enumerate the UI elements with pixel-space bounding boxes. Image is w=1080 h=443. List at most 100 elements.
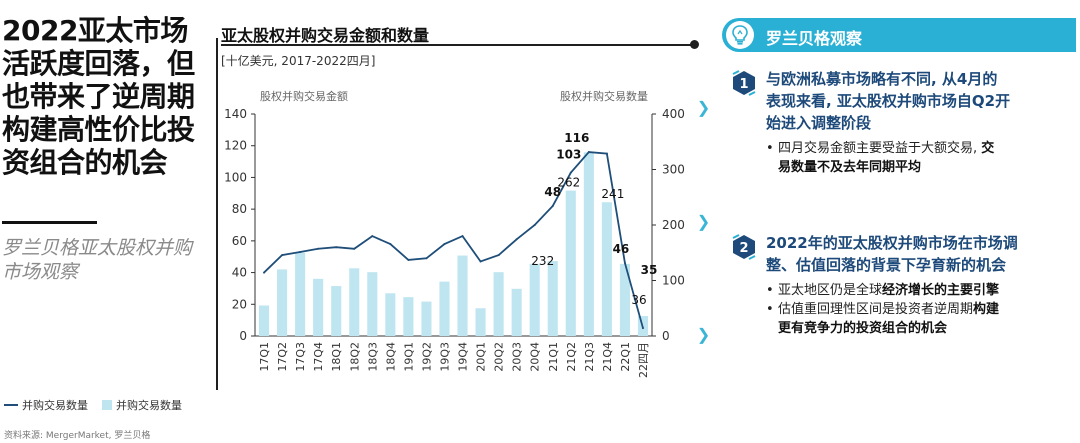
insight-2-bullets: • 亚太地区仍是全球经济增长的主要引擎 • 估值重回理性区间是投资者逆周期构建 更有… bbox=[766, 281, 1076, 338]
line-point-deal-value bbox=[497, 254, 500, 257]
x-axis-tick-label: 21Q4 bbox=[601, 342, 614, 372]
number-2-icon: 2 bbox=[732, 234, 756, 260]
line-point-deal-value bbox=[263, 271, 266, 274]
number-2-label: 2 bbox=[739, 241, 748, 256]
x-axis-tick-label: 17Q3 bbox=[294, 342, 307, 372]
bar-deal-count bbox=[511, 288, 522, 336]
right-axis-tick-label: 200 bbox=[662, 218, 685, 232]
x-axis-tick-label: 18Q3 bbox=[366, 342, 379, 372]
x-axis-tick-label: 17Q4 bbox=[312, 342, 325, 372]
number-1-icon: 1 bbox=[732, 70, 756, 96]
line-point-deal-value bbox=[407, 258, 410, 261]
legend-bar-swatch bbox=[102, 400, 112, 410]
line-point-deal-value bbox=[299, 250, 302, 253]
line-point-deal-value bbox=[479, 260, 482, 263]
line-point-deal-value bbox=[587, 151, 590, 154]
right-axis-tick-label: 100 bbox=[662, 274, 685, 288]
insight-header: 罗兰贝格观察 bbox=[722, 18, 1076, 52]
chart-title-rule bbox=[221, 44, 693, 46]
bar-deal-count bbox=[529, 263, 540, 336]
title-underline bbox=[2, 221, 97, 224]
line-point-deal-value bbox=[605, 152, 608, 155]
source-note: 资料来源: MergerMarket, 罗兰贝格 bbox=[4, 431, 151, 441]
line-point-deal-value bbox=[425, 257, 428, 260]
left-axis-tick-label: 80 bbox=[232, 202, 247, 216]
bar-deal-count bbox=[475, 308, 486, 336]
bar-deal-count bbox=[619, 263, 630, 336]
bar-deal-count bbox=[421, 301, 432, 336]
x-axis-tick-label: 21Q1 bbox=[547, 342, 560, 372]
bar-deal-count bbox=[403, 297, 414, 336]
chevron-right-icon: ❯ bbox=[697, 323, 711, 348]
x-axis-tick-label: 17Q2 bbox=[276, 342, 289, 372]
data-label: 241 bbox=[601, 187, 624, 201]
data-label: 46 bbox=[613, 242, 630, 256]
line-point-deal-value bbox=[335, 246, 338, 249]
bar-deal-count bbox=[601, 202, 612, 336]
left-axis-title: 股权并购交易金额 bbox=[260, 89, 348, 103]
data-label: 35 bbox=[641, 263, 658, 277]
x-axis-tick-label: 19Q4 bbox=[457, 342, 470, 372]
x-axis-tick-label: 20Q4 bbox=[529, 342, 542, 372]
bar-deal-count bbox=[547, 261, 558, 336]
bar-deal-count bbox=[295, 252, 306, 336]
right-axis-tick-label: 300 bbox=[662, 163, 685, 177]
bar-deal-count bbox=[258, 305, 270, 336]
line-point-deal-value bbox=[641, 327, 644, 330]
bar-deal-count bbox=[439, 281, 450, 336]
right-axis-title: 股权并购交易数量 bbox=[560, 89, 648, 103]
bar-deal-count bbox=[277, 269, 288, 336]
chart-unit: [十亿美元, 2017-2022四月] bbox=[221, 54, 376, 68]
x-axis-tick-label: 20Q2 bbox=[493, 342, 506, 372]
left-axis-tick-label: 100 bbox=[224, 170, 247, 184]
x-axis-tick-label: 20Q1 bbox=[475, 342, 488, 372]
x-axis-tick-label: 19Q2 bbox=[420, 342, 433, 372]
x-axis-tick-label: 17Q1 bbox=[258, 342, 271, 372]
chart-title: 亚太股权并购交易金额和数量 bbox=[221, 26, 430, 45]
x-axis-tick-label: 18Q1 bbox=[330, 342, 343, 372]
data-label: 232 bbox=[531, 254, 554, 268]
insight-1-heading: 与欧洲私募市场略有不同, 从4月的 表现来看, 亚太股权并购市场自Q2开 始进入… bbox=[766, 68, 1010, 134]
insight-1-heading-line: 表现来看, 亚太股权并购市场自Q2开 bbox=[766, 92, 1011, 110]
bar-deal-count bbox=[583, 152, 594, 336]
left-axis-tick-label: 20 bbox=[232, 297, 247, 311]
line-point-deal-value bbox=[551, 204, 554, 207]
bar-deal-count bbox=[331, 286, 342, 336]
x-axis-tick-label: 19Q3 bbox=[438, 342, 451, 372]
line-point-deal-value bbox=[533, 224, 536, 226]
line-point-deal-value bbox=[623, 262, 626, 265]
insight-1-bullet: • 四月交易金额主要受益于大额交易, 交 易数量不及去年同期平均 bbox=[766, 141, 995, 175]
line-point-deal-value bbox=[371, 235, 374, 238]
bar-deal-count bbox=[349, 268, 360, 336]
left-axis-tick-label: 60 bbox=[232, 234, 247, 248]
chart-legend: 并购交易数量 并购交易数量 bbox=[4, 397, 182, 413]
page-title: 2022亚太市场活跃度回落，但也带来了逆周期构建高性价比投资组合的机会 bbox=[2, 14, 195, 179]
line-point-deal-value bbox=[281, 254, 284, 257]
right-axis-tick-label: 400 bbox=[662, 107, 685, 121]
page-subtitle: 罗兰贝格亚太股权并购市场观察 bbox=[2, 237, 193, 283]
insight-2-heading-line: 整、估值回落的背景下孕育新的机会 bbox=[766, 256, 1007, 274]
x-axis-tick-label: 20Q3 bbox=[511, 342, 524, 372]
combo-chart: 0 20 40 60 80 100 120 140 0 100 200 300 400 股权并购交易金额 股… bbox=[224, 89, 685, 378]
legend-line-swatch bbox=[4, 404, 18, 406]
data-label: 36 bbox=[631, 293, 646, 307]
line-point-deal-value bbox=[389, 243, 392, 246]
x-axis-tick-label: 21Q3 bbox=[583, 342, 596, 372]
bar-deal-count bbox=[367, 272, 378, 336]
chevron-right-icon: ❯ bbox=[697, 96, 711, 121]
lightbulb-icon bbox=[726, 21, 754, 49]
line-point-deal-value bbox=[461, 235, 464, 238]
bar-deal-count bbox=[457, 255, 468, 336]
line-point-deal-value bbox=[443, 243, 446, 246]
data-label: 262 bbox=[557, 176, 580, 190]
chart-title-dot bbox=[690, 40, 699, 49]
data-label: 103 bbox=[556, 148, 581, 162]
data-label: 48 bbox=[544, 185, 561, 199]
bar-deal-count bbox=[493, 272, 504, 336]
x-axis-tick-label: 19Q1 bbox=[402, 342, 415, 372]
data-label: 116 bbox=[564, 131, 589, 145]
left-axis-tick-label: 0 bbox=[239, 329, 247, 343]
line-point-deal-value bbox=[569, 171, 572, 174]
bar-deal-count bbox=[313, 278, 324, 336]
x-axis-tick-label: 22四月 bbox=[637, 342, 650, 378]
